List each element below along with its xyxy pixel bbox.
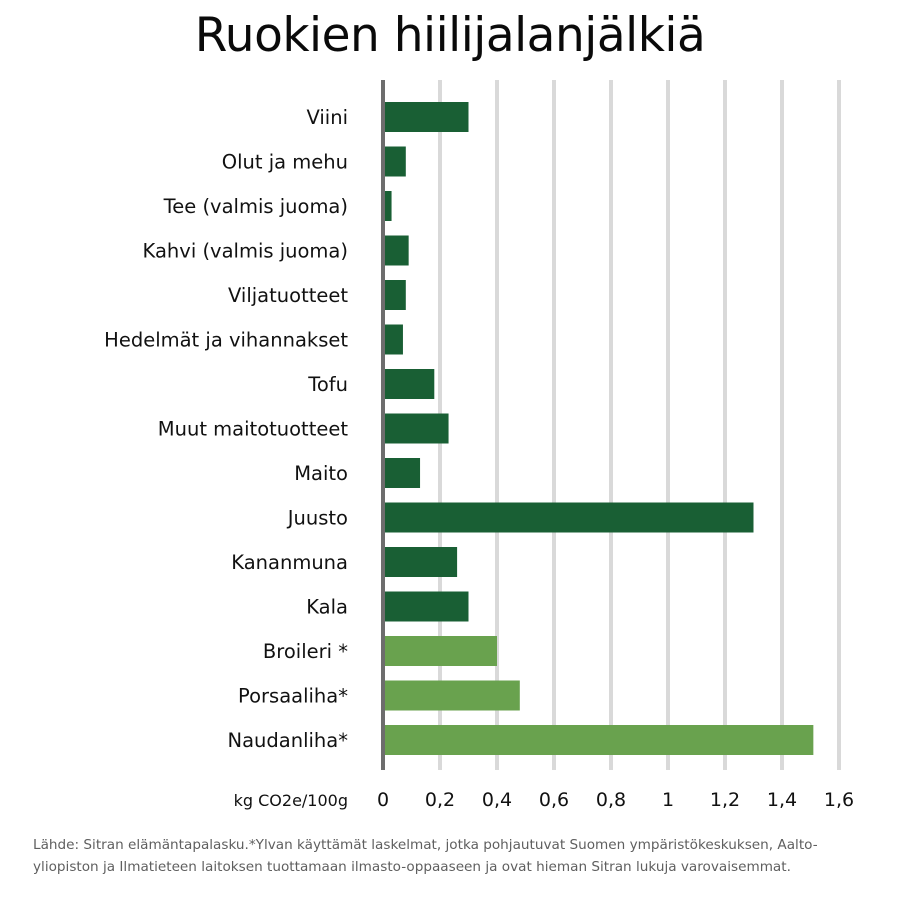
category-label: Porsaaliha* xyxy=(238,685,348,708)
tick-label: 0,4 xyxy=(482,789,512,811)
category-label: Tee (valmis juoma) xyxy=(163,195,348,218)
source-footnote: Lähde: Sitran elämäntapalasku.*Ylvan käy… xyxy=(33,837,818,875)
tick-label: 1 xyxy=(662,789,674,811)
bar xyxy=(383,547,458,577)
bar xyxy=(383,102,469,132)
tick-label: 0 xyxy=(377,789,389,811)
tick-label: 1,4 xyxy=(767,789,797,811)
category-label: Juusto xyxy=(286,507,348,530)
category-label: Naudanliha* xyxy=(228,729,349,752)
tick-label: 0,2 xyxy=(425,789,455,811)
bar xyxy=(383,235,409,266)
category-label: Viljatuotteet xyxy=(228,284,348,307)
bar xyxy=(383,725,814,755)
category-label: Muut maitotuotteet xyxy=(158,418,349,441)
bar xyxy=(383,191,392,221)
bar xyxy=(383,324,403,355)
chart-title: Ruokien hiilijalanjälkiä xyxy=(194,8,706,63)
tick-label: 0,8 xyxy=(596,789,626,811)
bar xyxy=(383,146,406,177)
category-label: Broileri * xyxy=(263,640,348,663)
tick-label: 0,6 xyxy=(539,789,569,811)
category-label: Tofu xyxy=(307,373,348,396)
bar xyxy=(383,502,754,533)
bar xyxy=(383,680,520,711)
bar xyxy=(383,280,406,310)
bar xyxy=(383,591,469,622)
bar xyxy=(383,636,497,666)
bar xyxy=(383,369,435,399)
category-label: Hedelmät ja vihannakset xyxy=(104,329,348,352)
category-label: Olut ja mehu xyxy=(222,151,348,174)
bar-chart: Viini Olut ja mehu Tee (valmis juoma) Kahvi… xyxy=(104,80,854,811)
category-label: Kala xyxy=(306,596,348,619)
tick-label: 1,6 xyxy=(824,789,854,811)
category-label: Kahvi (valmis juoma) xyxy=(143,240,348,263)
bar xyxy=(383,458,421,488)
category-label: Maito xyxy=(294,462,348,485)
axis-unit-label: kg CO2e/100g xyxy=(234,791,348,810)
category-label: Kananmuna xyxy=(231,551,348,574)
category-label: Viini xyxy=(306,106,348,129)
tick-label: 1,2 xyxy=(710,789,740,811)
bar xyxy=(383,413,449,444)
